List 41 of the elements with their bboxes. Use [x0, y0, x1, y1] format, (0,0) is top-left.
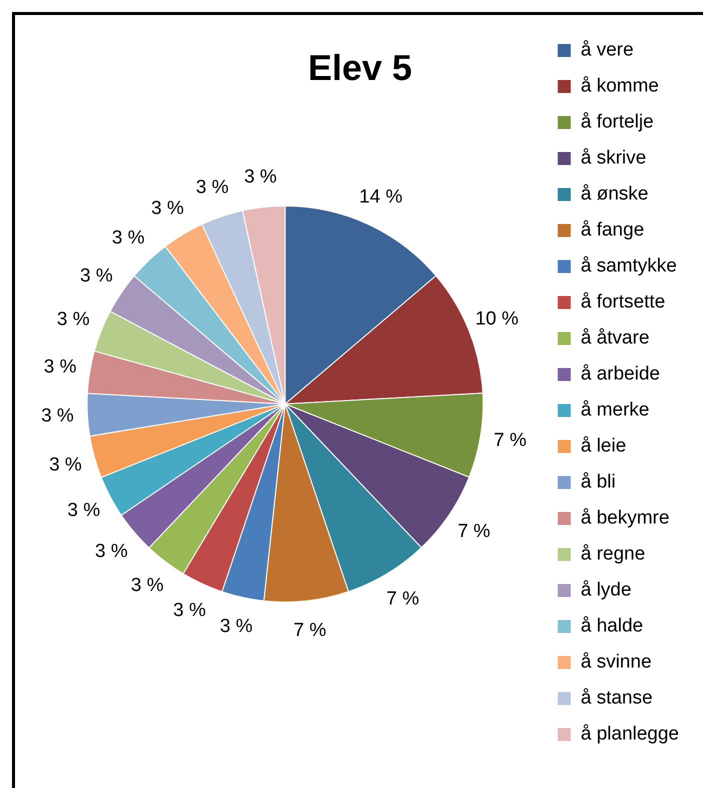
legend-label: å merke: [580, 400, 650, 421]
chart-title: Elev 5: [308, 46, 412, 88]
data-label: 10 %: [475, 308, 519, 330]
legend-label: å svinne: [580, 652, 652, 673]
legend-label: å fortsette: [580, 292, 666, 313]
data-label: 3 %: [67, 500, 100, 522]
legend-label: å bli: [580, 472, 616, 493]
legend-label: å samtykke: [580, 256, 677, 277]
legend-label: å vere: [580, 40, 634, 61]
data-label: 3 %: [244, 166, 277, 188]
legend-label: å fange: [580, 220, 644, 241]
data-label: 3 %: [173, 600, 206, 622]
data-label: 3 %: [95, 540, 128, 562]
data-label: 3 %: [80, 265, 113, 286]
legend-label: å ønske: [580, 184, 648, 205]
legend-label: å bekymre: [580, 508, 670, 529]
legend-label: å arbeide: [580, 364, 660, 385]
data-label: 3 %: [41, 406, 74, 427]
legend-label: å planlegge: [580, 724, 680, 745]
legend-label: å åtvare: [580, 328, 650, 349]
legend-label: å leie: [580, 436, 626, 457]
data-label: 7 %: [458, 521, 490, 542]
data-label: 7 %: [386, 588, 420, 610]
data-label: 3 %: [112, 228, 145, 249]
legend-label: å stanse: [580, 688, 653, 709]
data-label: 3 %: [151, 198, 184, 219]
data-label: 7 %: [494, 430, 527, 451]
data-label: 3 %: [56, 308, 90, 330]
data-label: 3 %: [220, 616, 253, 637]
legend-label: å skrive: [580, 148, 646, 169]
data-label: 7 %: [294, 620, 326, 641]
legend-label: å lyde: [580, 580, 632, 601]
data-label: 14 %: [359, 186, 403, 208]
legend-label: å regne: [580, 544, 646, 565]
data-label: 3 %: [130, 574, 164, 596]
legend-label: å halde: [580, 616, 644, 637]
data-label: 3 %: [196, 177, 229, 198]
legend-label: å fortelje: [580, 112, 654, 133]
data-label: 3 %: [44, 356, 77, 378]
legend-label: å komme: [580, 76, 659, 97]
data-label: 3 %: [49, 454, 82, 476]
